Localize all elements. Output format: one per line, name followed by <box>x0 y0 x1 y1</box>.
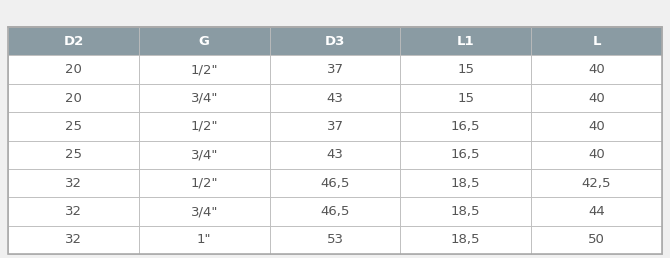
Bar <box>8 169 139 197</box>
Text: 1/2": 1/2" <box>190 177 218 190</box>
Bar <box>139 197 269 226</box>
Text: 3/4": 3/4" <box>190 205 218 218</box>
Text: 40: 40 <box>588 92 605 104</box>
Bar <box>401 141 531 169</box>
Text: 32: 32 <box>65 205 82 218</box>
Bar <box>8 55 139 84</box>
Text: 15: 15 <box>458 92 474 104</box>
Bar <box>139 55 269 84</box>
Bar <box>401 27 531 55</box>
Bar <box>8 27 139 55</box>
Text: D3: D3 <box>325 35 345 48</box>
Bar <box>8 4 662 27</box>
Text: 1/2": 1/2" <box>190 63 218 76</box>
Text: L1: L1 <box>457 35 474 48</box>
Text: 18,5: 18,5 <box>451 177 480 190</box>
Text: 16,5: 16,5 <box>451 120 480 133</box>
Text: 40: 40 <box>588 120 605 133</box>
Text: 50: 50 <box>588 233 605 246</box>
Text: 20: 20 <box>65 92 82 104</box>
Bar <box>269 141 401 169</box>
Text: 3/4": 3/4" <box>190 148 218 161</box>
Bar <box>531 55 662 84</box>
Bar <box>139 112 269 141</box>
Bar <box>269 84 401 112</box>
Text: 32: 32 <box>65 177 82 190</box>
Bar <box>401 55 531 84</box>
Bar <box>8 112 139 141</box>
Text: 1": 1" <box>197 233 212 246</box>
Text: 15: 15 <box>458 63 474 76</box>
Text: 42,5: 42,5 <box>582 177 611 190</box>
Text: 37: 37 <box>326 63 344 76</box>
Text: 3/4": 3/4" <box>190 92 218 104</box>
Bar <box>8 226 139 254</box>
Text: 20: 20 <box>65 63 82 76</box>
Text: 25: 25 <box>65 120 82 133</box>
Bar <box>269 55 401 84</box>
Text: 37: 37 <box>326 120 344 133</box>
Bar <box>531 169 662 197</box>
Text: 43: 43 <box>326 92 344 104</box>
Bar <box>401 112 531 141</box>
Text: 43: 43 <box>326 148 344 161</box>
Bar <box>139 84 269 112</box>
Text: 40: 40 <box>588 148 605 161</box>
Bar <box>401 84 531 112</box>
Text: 40: 40 <box>588 63 605 76</box>
Bar <box>139 226 269 254</box>
Text: 25: 25 <box>65 148 82 161</box>
Bar <box>8 141 139 169</box>
Bar <box>269 27 401 55</box>
Bar <box>139 169 269 197</box>
Text: 46,5: 46,5 <box>320 177 350 190</box>
Bar <box>531 197 662 226</box>
Bar <box>531 27 662 55</box>
Bar <box>269 197 401 226</box>
Bar <box>269 112 401 141</box>
Text: 44: 44 <box>588 205 605 218</box>
Bar <box>139 141 269 169</box>
Bar <box>531 112 662 141</box>
Bar <box>531 84 662 112</box>
Bar <box>531 141 662 169</box>
Bar <box>401 197 531 226</box>
Text: 53: 53 <box>326 233 344 246</box>
Text: 32: 32 <box>65 233 82 246</box>
Bar <box>401 226 531 254</box>
Bar <box>8 197 139 226</box>
Text: D2: D2 <box>63 35 84 48</box>
Text: 1/2": 1/2" <box>190 120 218 133</box>
Text: 18,5: 18,5 <box>451 233 480 246</box>
Bar <box>269 226 401 254</box>
Text: 46,5: 46,5 <box>320 205 350 218</box>
Text: 18,5: 18,5 <box>451 205 480 218</box>
Text: 16,5: 16,5 <box>451 148 480 161</box>
Bar <box>139 27 269 55</box>
Text: L: L <box>592 35 601 48</box>
Bar <box>269 169 401 197</box>
Bar <box>531 226 662 254</box>
Bar <box>401 169 531 197</box>
Text: G: G <box>199 35 210 48</box>
Bar <box>8 84 139 112</box>
Bar <box>8 27 662 254</box>
